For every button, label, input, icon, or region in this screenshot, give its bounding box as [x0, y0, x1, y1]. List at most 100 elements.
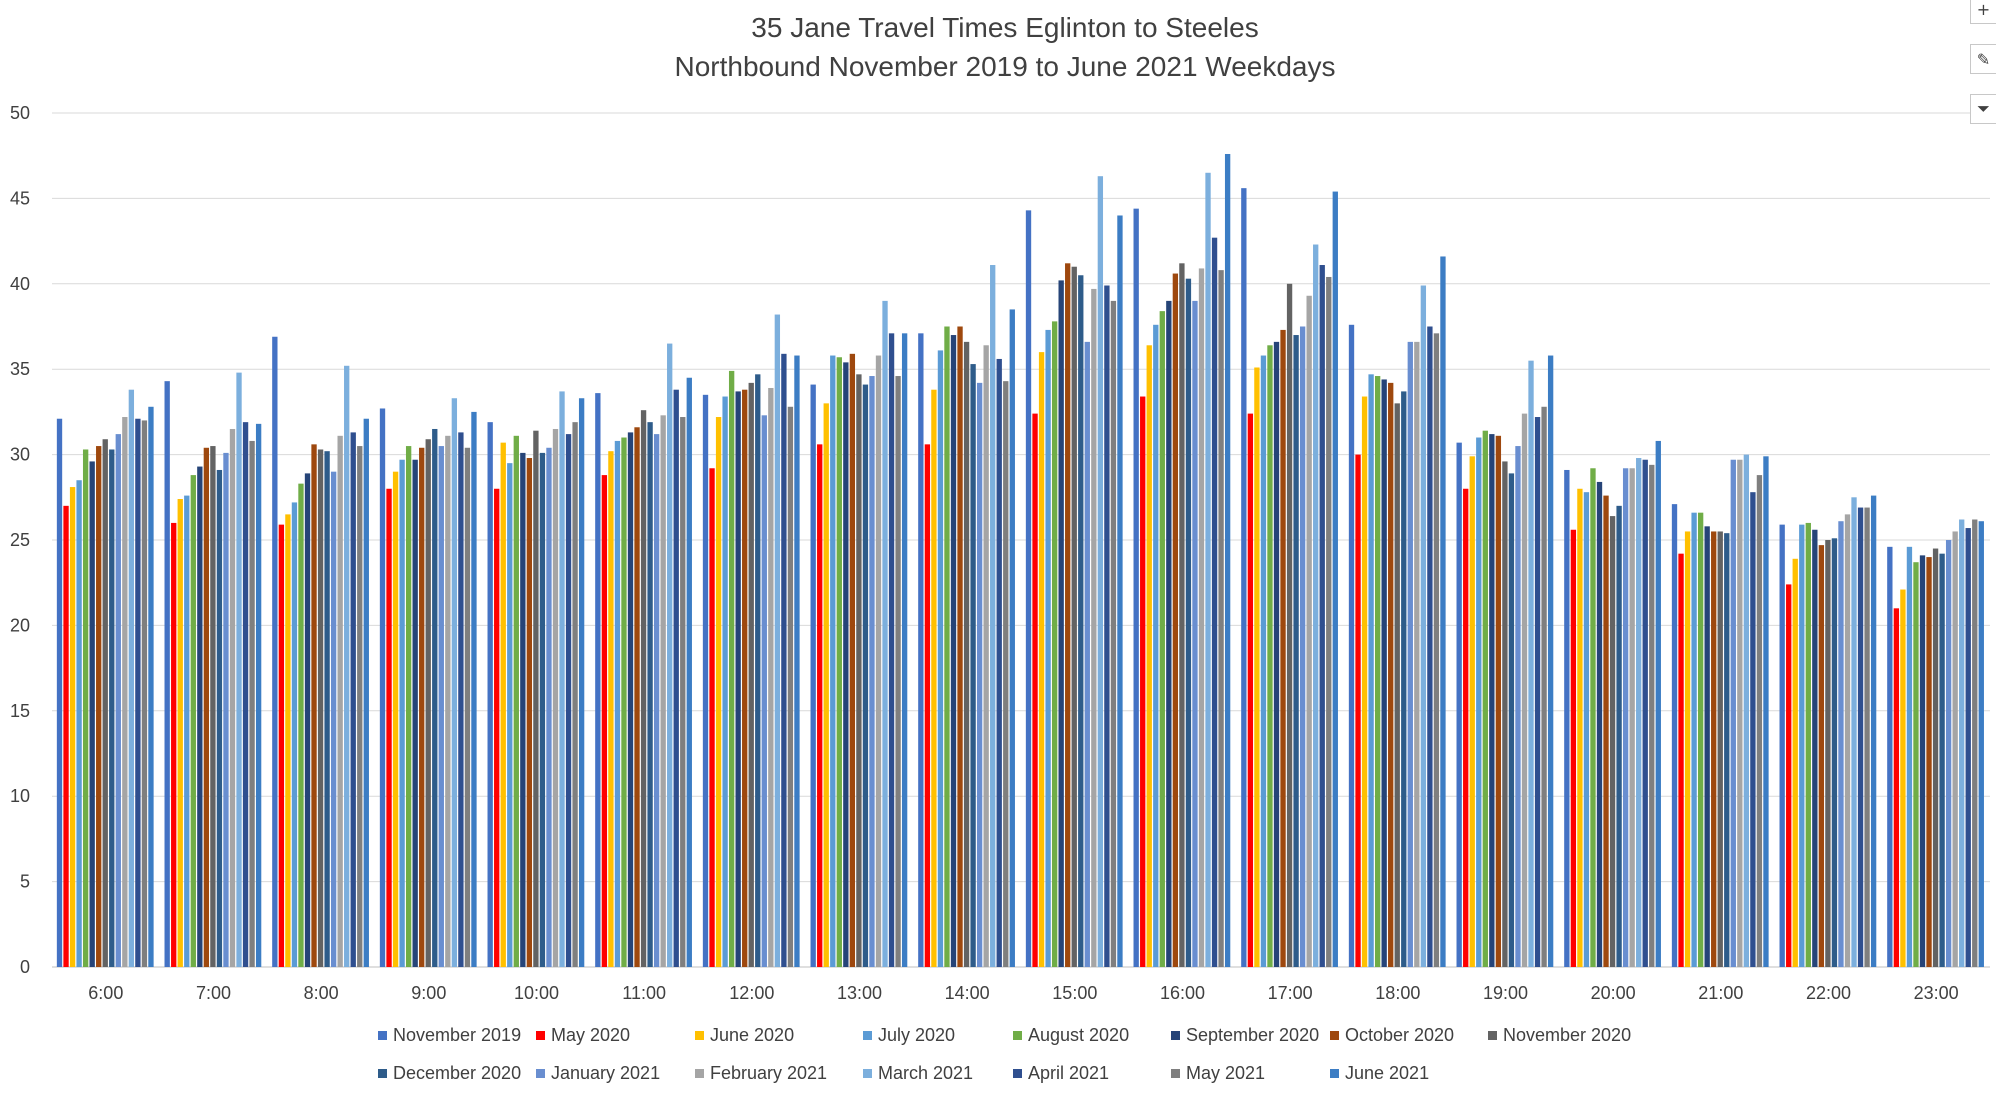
legend-swatch[interactable]: [863, 1031, 872, 1040]
bar[interactable]: [272, 336, 278, 967]
bar[interactable]: [1133, 208, 1139, 967]
bar[interactable]: [1051, 321, 1058, 968]
bar[interactable]: [1913, 562, 1919, 967]
bar[interactable]: [823, 403, 829, 967]
bar[interactable]: [901, 333, 908, 967]
bar[interactable]: [539, 452, 546, 968]
bar[interactable]: [1965, 528, 1971, 967]
bar[interactable]: [653, 434, 660, 967]
bar[interactable]: [1805, 522, 1811, 967]
bar[interactable]: [1326, 276, 1332, 967]
bar[interactable]: [950, 335, 957, 967]
bar[interactable]: [856, 374, 862, 968]
bar[interactable]: [350, 432, 356, 967]
bar[interactable]: [1671, 504, 1678, 967]
legend-entry[interactable]: November 2019: [393, 1025, 521, 1045]
bar[interactable]: [559, 391, 565, 967]
legend-swatch[interactable]: [1488, 1031, 1497, 1040]
legend-entry[interactable]: January 2021: [551, 1063, 660, 1083]
bar[interactable]: [572, 422, 578, 967]
bar[interactable]: [1730, 459, 1736, 967]
bar[interactable]: [1609, 516, 1616, 967]
bar[interactable]: [1887, 546, 1893, 967]
bar[interactable]: [304, 473, 311, 967]
bar[interactable]: [931, 389, 937, 967]
bar[interactable]: [494, 488, 500, 967]
bar[interactable]: [464, 447, 471, 967]
bar[interactable]: [513, 435, 519, 967]
bar[interactable]: [1463, 488, 1469, 967]
bar[interactable]: [970, 364, 976, 967]
bar[interactable]: [311, 444, 317, 967]
legend-swatch[interactable]: [536, 1031, 545, 1040]
bar[interactable]: [298, 483, 304, 967]
bar[interactable]: [1684, 531, 1691, 967]
bar[interactable]: [1299, 326, 1306, 968]
bar[interactable]: [983, 345, 989, 968]
bar[interactable]: [715, 417, 722, 967]
bar[interactable]: [1368, 374, 1374, 968]
bar[interactable]: [1065, 263, 1071, 968]
bar[interactable]: [1198, 268, 1205, 968]
bar[interactable]: [686, 377, 692, 967]
bar[interactable]: [1763, 456, 1769, 967]
bar[interactable]: [1629, 468, 1635, 967]
bar[interactable]: [1381, 379, 1387, 967]
legend-entry[interactable]: May 2020: [551, 1025, 630, 1045]
bar[interactable]: [1893, 608, 1900, 967]
bar[interactable]: [882, 300, 888, 967]
bar[interactable]: [1427, 326, 1433, 968]
bar[interactable]: [1825, 540, 1831, 967]
bar[interactable]: [836, 357, 842, 967]
bar[interactable]: [1038, 352, 1045, 967]
legend-entry[interactable]: May 2021: [1186, 1063, 1265, 1083]
bar[interactable]: [1799, 524, 1805, 967]
chart-elements-button[interactable]: +: [1970, 0, 1996, 24]
bar[interactable]: [1939, 553, 1945, 967]
bar[interactable]: [190, 475, 196, 967]
bar[interactable]: [386, 488, 392, 967]
bar[interactable]: [63, 505, 69, 967]
bar[interactable]: [324, 451, 330, 968]
legend-swatch[interactable]: [695, 1031, 704, 1040]
bar[interactable]: [869, 376, 875, 968]
bar[interactable]: [1313, 244, 1319, 968]
legend-swatch[interactable]: [1330, 1069, 1339, 1078]
bar[interactable]: [702, 394, 709, 967]
bar[interactable]: [1192, 300, 1198, 967]
bar[interactable]: [1779, 524, 1785, 967]
bar[interactable]: [1812, 529, 1818, 967]
bar[interactable]: [533, 430, 539, 967]
bar[interactable]: [1603, 495, 1609, 967]
bar[interactable]: [432, 428, 438, 968]
bar[interactable]: [148, 406, 154, 967]
bar[interactable]: [1003, 381, 1009, 967]
bar[interactable]: [223, 452, 229, 968]
bar[interactable]: [1058, 280, 1064, 967]
bar[interactable]: [317, 449, 324, 967]
bar[interactable]: [810, 384, 816, 967]
bar[interactable]: [236, 372, 242, 968]
bar[interactable]: [379, 408, 386, 967]
legend-swatch[interactable]: [1171, 1069, 1180, 1078]
legend-swatch[interactable]: [536, 1069, 545, 1078]
bar[interactable]: [1104, 285, 1110, 967]
legend-entry[interactable]: April 2021: [1028, 1063, 1109, 1083]
bars[interactable]: [56, 153, 1984, 968]
bar[interactable]: [1851, 497, 1857, 967]
legend-entry[interactable]: February 2021: [710, 1063, 827, 1083]
bar[interactable]: [1025, 210, 1032, 967]
bar[interactable]: [1717, 531, 1723, 967]
bar[interactable]: [1750, 492, 1756, 967]
bar[interactable]: [69, 487, 76, 967]
bar[interactable]: [141, 420, 148, 967]
bar[interactable]: [761, 415, 767, 967]
legend-swatch[interactable]: [1013, 1069, 1022, 1078]
bar[interactable]: [337, 435, 343, 967]
bar[interactable]: [768, 387, 774, 967]
bar[interactable]: [507, 463, 513, 967]
bar[interactable]: [843, 362, 849, 967]
bar[interactable]: [1179, 263, 1185, 968]
bar[interactable]: [1476, 437, 1482, 967]
bar[interactable]: [1978, 521, 1984, 967]
